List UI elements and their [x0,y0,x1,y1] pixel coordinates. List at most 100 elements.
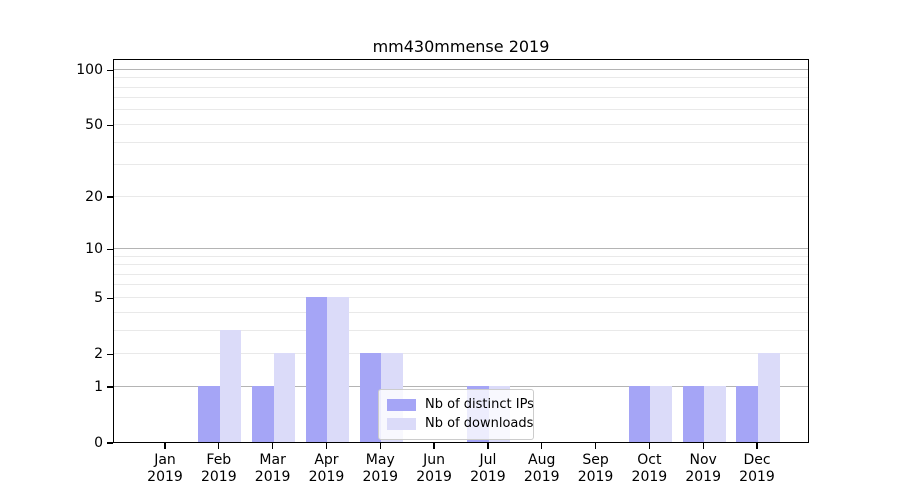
legend-swatch-downloads [387,417,416,430]
ytick-mark-50 [107,124,113,127]
legend: Nb of distinct IPs Nb of downloads [378,389,534,440]
legend-item-distinct-ips: Nb of distinct IPs [387,395,534,414]
minor-gridline-20 [114,195,808,197]
xtick-label-jun: Jun 2019 [394,452,474,486]
xtick-month: Oct [637,452,662,468]
xtick-mark-aug [541,443,543,449]
minor-gridline-3 [114,329,808,331]
minor-gridline-50 [114,123,808,125]
legend-swatch-distinct-ips [387,398,416,411]
xtick-label-mar: Mar 2019 [233,452,313,486]
xtick-month: Dec [743,452,771,468]
xtick-label-jan: Jan 2019 [125,452,205,486]
xtick-label-feb: Feb 2019 [179,452,259,486]
bar-distinct-ips-may [359,353,382,442]
ytick-label-1: 1 [94,379,103,395]
xtick-mark-mar [271,443,274,449]
plot-area [113,59,809,443]
xtick-label-sep: Sep 2019 [556,452,636,486]
xtick-month: Jul [479,452,497,468]
ytick-label-20: 20 [85,189,103,206]
ytick-label-10: 10 [85,241,103,258]
minor-gridline-30 [114,164,808,166]
major-gridline-10 [114,247,808,249]
xtick-month: Jan [154,452,176,468]
ytick-label-0: 0 [94,435,103,451]
bar-distinct-ips-apr [305,297,328,442]
xtick-year: 2019 [147,469,183,485]
xtick-year: 2019 [470,469,506,485]
bar-distinct-ips-mar [252,386,274,442]
xtick-month: Jun [423,452,446,468]
ytick-mark-20 [107,196,113,198]
chart-title: mm430mmense 2019 [372,37,550,56]
xtick-mark-jul [487,443,489,449]
bar-distinct-ips-feb [198,386,220,442]
minor-gridline-8 [114,264,808,266]
minor-gridline-80 [114,86,808,88]
minor-gridline-90 [114,77,808,79]
minor-gridline-6 [114,284,808,286]
minor-gridline-5 [114,296,808,298]
bar-downloads-dec [758,353,780,442]
xtick-label-dec: Dec 2019 [717,452,797,486]
xtick-year: 2019 [685,469,721,485]
minor-gridline-70 [114,97,808,99]
ytick-mark-2 [107,353,113,355]
xtick-month: Aug [528,452,556,468]
ytick-label-100: 100 [76,62,103,79]
xtick-label-apr: Apr 2019 [286,452,366,486]
minor-gridline-40 [114,141,808,143]
xtick-mark-dec [756,443,758,449]
bar-downloads-nov [704,386,726,442]
bar-downloads-mar [273,353,296,442]
xtick-year: 2019 [200,469,237,485]
xtick-mark-oct [648,443,650,449]
xtick-mark-feb [218,443,220,449]
xtick-mark-jun [433,443,435,449]
legend-item-downloads: Nb of downloads [387,414,533,433]
ytick-label-2: 2 [94,346,103,363]
ytick-mark-0 [107,442,113,444]
xtick-year: 2019 [308,469,345,485]
xtick-month: Nov [689,452,717,468]
major-gridline-1 [114,385,808,387]
minor-gridline-60 [114,109,808,111]
xtick-mark-sep [594,443,597,449]
bar-distinct-ips-dec [736,386,758,442]
major-gridline-100 [114,68,808,70]
xtick-year: 2019 [739,469,775,485]
minor-gridline-4 [114,311,808,313]
xtick-year: 2019 [254,469,291,485]
legend-label-distinct-ips: Nb of distinct IPs [425,397,534,412]
xtick-mark-may [379,443,381,449]
minor-gridline-7 [114,273,808,275]
xtick-label-aug: Aug 2019 [502,452,582,486]
minor-gridline-2 [114,352,808,354]
ytick-mark-5 [107,297,113,299]
xtick-label-oct: Oct 2019 [609,452,689,486]
xtick-mark-jan [164,443,166,449]
xtick-year: 2019 [523,469,560,485]
bar-downloads-feb [219,330,242,442]
xtick-mark-nov [702,443,704,449]
xtick-month: May [365,452,395,468]
xtick-month: Feb [206,452,232,468]
bar-downloads-oct [650,386,672,442]
xtick-year: 2019 [362,469,399,485]
bar-distinct-ips-oct [628,386,651,442]
xtick-year: 2019 [577,469,614,485]
legend-label-downloads: Nb of downloads [425,416,534,431]
ytick-mark-100 [107,69,113,71]
ytick-label-5: 5 [94,290,103,307]
xtick-month: Sep [582,452,609,468]
xtick-month: Apr [314,452,339,468]
ytick-label-50: 50 [85,117,103,134]
minor-gridline-9 [114,255,808,257]
xtick-year: 2019 [416,469,452,485]
ytick-mark-10 [107,248,113,250]
xtick-mark-apr [325,443,328,449]
xtick-label-may: May 2019 [340,452,420,486]
xtick-label-nov: Nov 2019 [663,452,743,486]
